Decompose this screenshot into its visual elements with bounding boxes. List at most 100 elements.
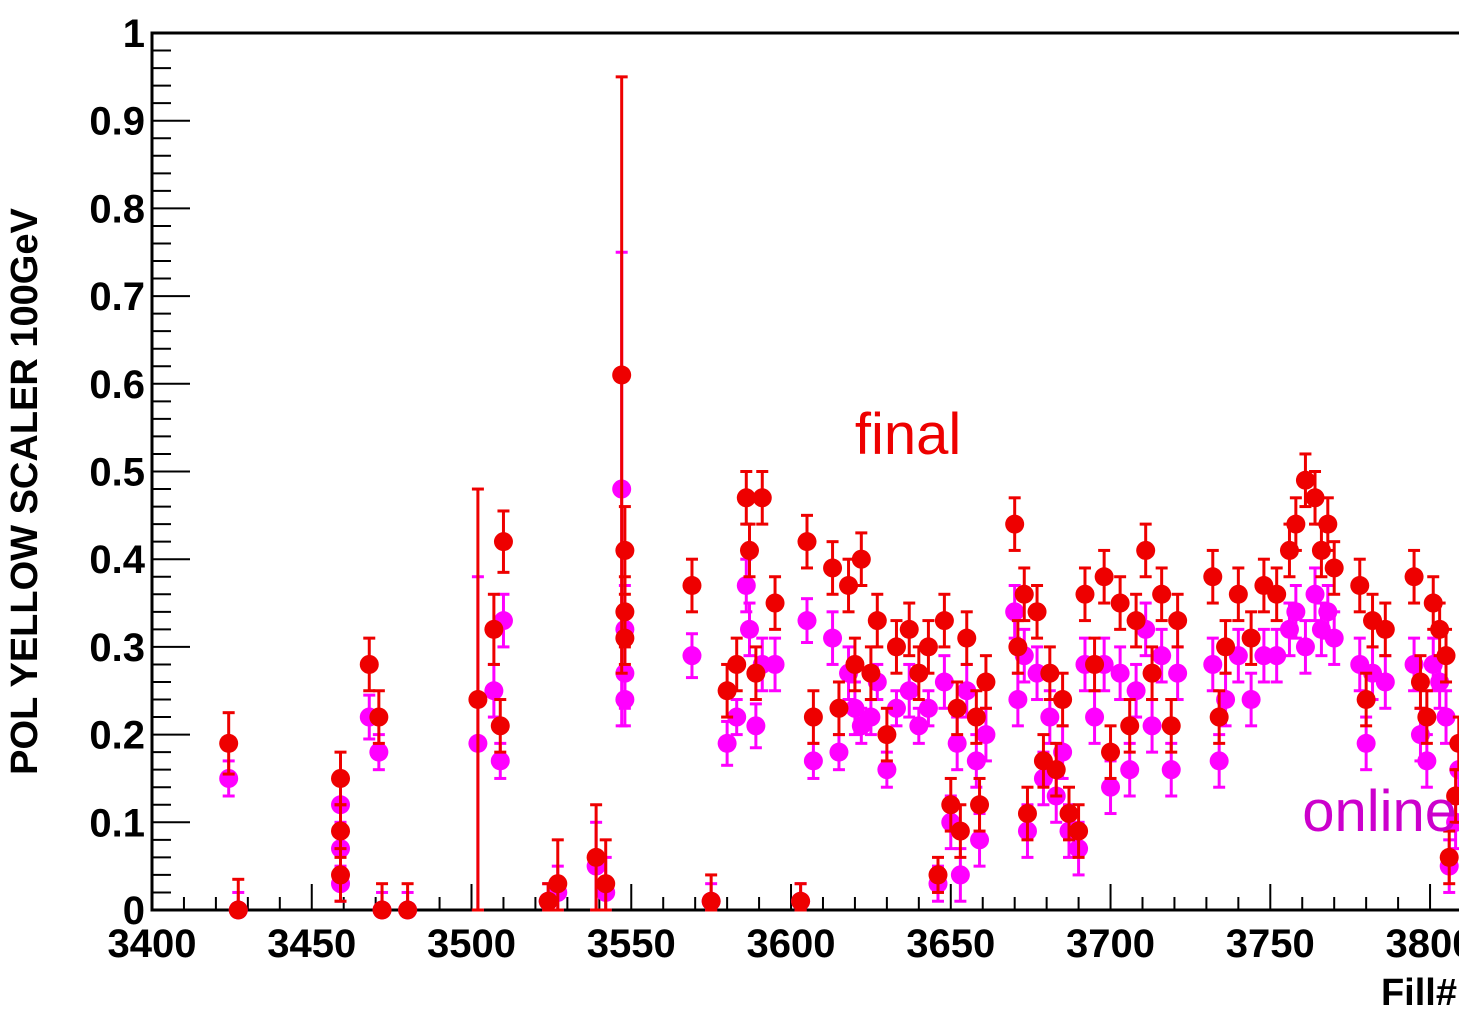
data-point xyxy=(1040,663,1060,683)
data-point xyxy=(845,698,865,718)
data-point xyxy=(739,619,759,639)
data-point xyxy=(331,821,351,841)
data-point xyxy=(1126,681,1146,701)
data-point xyxy=(1120,716,1140,736)
data-point xyxy=(1005,514,1025,534)
data-point xyxy=(1404,567,1424,587)
data-series-layer xyxy=(219,75,1459,920)
data-point xyxy=(398,900,418,920)
data-point xyxy=(228,900,248,920)
data-point xyxy=(803,707,823,727)
data-point xyxy=(484,619,504,639)
data-point xyxy=(736,576,756,596)
series-1 xyxy=(219,75,1459,920)
data-point xyxy=(1085,654,1105,674)
data-point xyxy=(966,751,986,771)
data-point xyxy=(899,619,919,639)
data-point xyxy=(1446,786,1459,806)
data-point xyxy=(1069,821,1089,841)
data-point xyxy=(877,725,897,745)
data-point xyxy=(548,874,568,894)
data-point xyxy=(615,540,635,560)
data-point xyxy=(1142,663,1162,683)
data-point xyxy=(1136,540,1156,560)
data-point xyxy=(947,733,967,753)
data-point xyxy=(1423,593,1443,613)
data-point xyxy=(918,698,938,718)
data-point xyxy=(1152,584,1172,604)
y-tick-label: 0 xyxy=(123,889,145,933)
y-axis-title: POL YELLOW SCALER 100GeV xyxy=(4,208,46,775)
data-point xyxy=(1008,690,1028,710)
data-point xyxy=(845,654,865,674)
data-point xyxy=(1059,804,1079,824)
data-point xyxy=(746,716,766,736)
data-point xyxy=(861,707,881,727)
data-point xyxy=(1356,733,1376,753)
data-point xyxy=(717,733,737,753)
data-point xyxy=(331,768,351,788)
data-point xyxy=(1014,584,1034,604)
data-point xyxy=(918,637,938,657)
data-point xyxy=(1404,654,1424,674)
x-tick-label: 3450 xyxy=(267,922,356,966)
y-tick-label: 0.6 xyxy=(89,363,145,407)
data-point xyxy=(596,874,616,894)
data-point xyxy=(970,795,990,815)
data-point xyxy=(950,821,970,841)
data-point xyxy=(934,672,954,692)
data-point xyxy=(1008,637,1028,657)
data-point xyxy=(1279,619,1299,639)
x-tick-label: 3650 xyxy=(906,922,995,966)
data-point xyxy=(490,716,510,736)
data-point xyxy=(1436,707,1456,727)
data-point xyxy=(1101,777,1121,797)
data-point xyxy=(1436,646,1456,666)
data-point xyxy=(1350,576,1370,596)
data-point xyxy=(899,681,919,701)
data-point xyxy=(746,663,766,683)
data-point xyxy=(615,628,635,648)
data-point xyxy=(1318,514,1338,534)
data-point xyxy=(1267,584,1287,604)
data-point xyxy=(1168,663,1188,683)
y-tick-label: 0.3 xyxy=(89,626,145,670)
data-point xyxy=(976,672,996,692)
y-tick-label: 0.7 xyxy=(89,275,145,319)
data-point xyxy=(957,681,977,701)
data-point xyxy=(1286,602,1306,622)
data-point xyxy=(1305,488,1325,508)
data-point xyxy=(612,365,632,385)
data-point xyxy=(1216,690,1236,710)
data-point xyxy=(1286,514,1306,534)
data-point xyxy=(829,742,849,762)
data-point xyxy=(886,637,906,657)
data-point xyxy=(490,751,510,771)
data-point xyxy=(1005,602,1025,622)
x-tick-label: 3700 xyxy=(1066,922,1155,966)
data-point xyxy=(1120,760,1140,780)
data-point xyxy=(369,742,389,762)
data-point xyxy=(701,891,721,911)
data-point xyxy=(1439,847,1459,867)
data-point xyxy=(829,698,849,718)
data-point xyxy=(1417,707,1437,727)
x-tick-label: 3600 xyxy=(747,922,836,966)
y-tick-label: 0.4 xyxy=(89,538,145,582)
data-point xyxy=(1295,470,1315,490)
data-point xyxy=(682,646,702,666)
data-point xyxy=(1410,672,1430,692)
data-point xyxy=(493,532,513,552)
data-point xyxy=(1318,602,1338,622)
data-point xyxy=(727,654,747,674)
data-point xyxy=(976,725,996,745)
data-point xyxy=(867,611,887,631)
data-point xyxy=(1305,584,1325,604)
data-point xyxy=(1241,628,1261,648)
data-point xyxy=(369,707,389,727)
data-point xyxy=(1094,567,1114,587)
y-tick-label: 0.9 xyxy=(89,100,145,144)
data-point xyxy=(538,891,558,911)
